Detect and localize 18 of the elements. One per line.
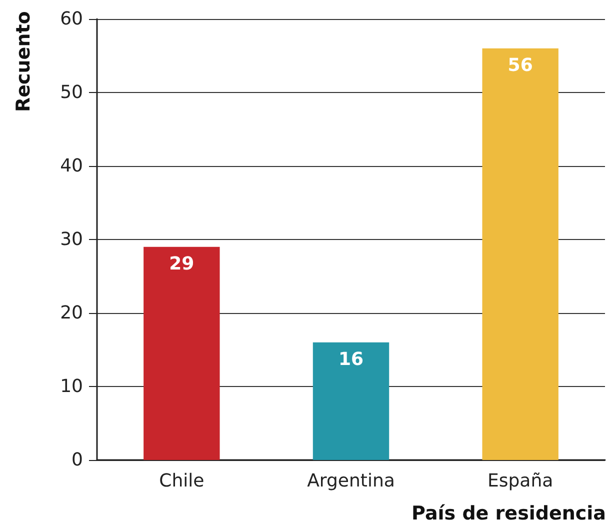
y-tick-label: 50: [60, 82, 83, 103]
y-tick-label: 20: [60, 302, 83, 324]
y-axis-title: Recuento: [12, 11, 34, 112]
y-tick-label: 60: [60, 8, 83, 30]
y-tick-label: 10: [60, 376, 83, 397]
x-axis-title: País de residencia: [412, 502, 606, 524]
data-label: 29: [169, 253, 194, 274]
y-tick-label: 30: [60, 229, 83, 250]
y-tick-label: 40: [60, 156, 83, 176]
x-tick-label: Argentina: [307, 470, 395, 492]
x-tick-label: Chile: [159, 470, 204, 492]
data-label: 16: [338, 348, 364, 370]
data-label: 56: [508, 54, 533, 76]
bar: [144, 246, 220, 460]
y-tick-label: 0: [72, 450, 83, 470]
bar: [482, 48, 558, 460]
x-tick-label: España: [488, 470, 554, 492]
bar: [312, 342, 390, 460]
